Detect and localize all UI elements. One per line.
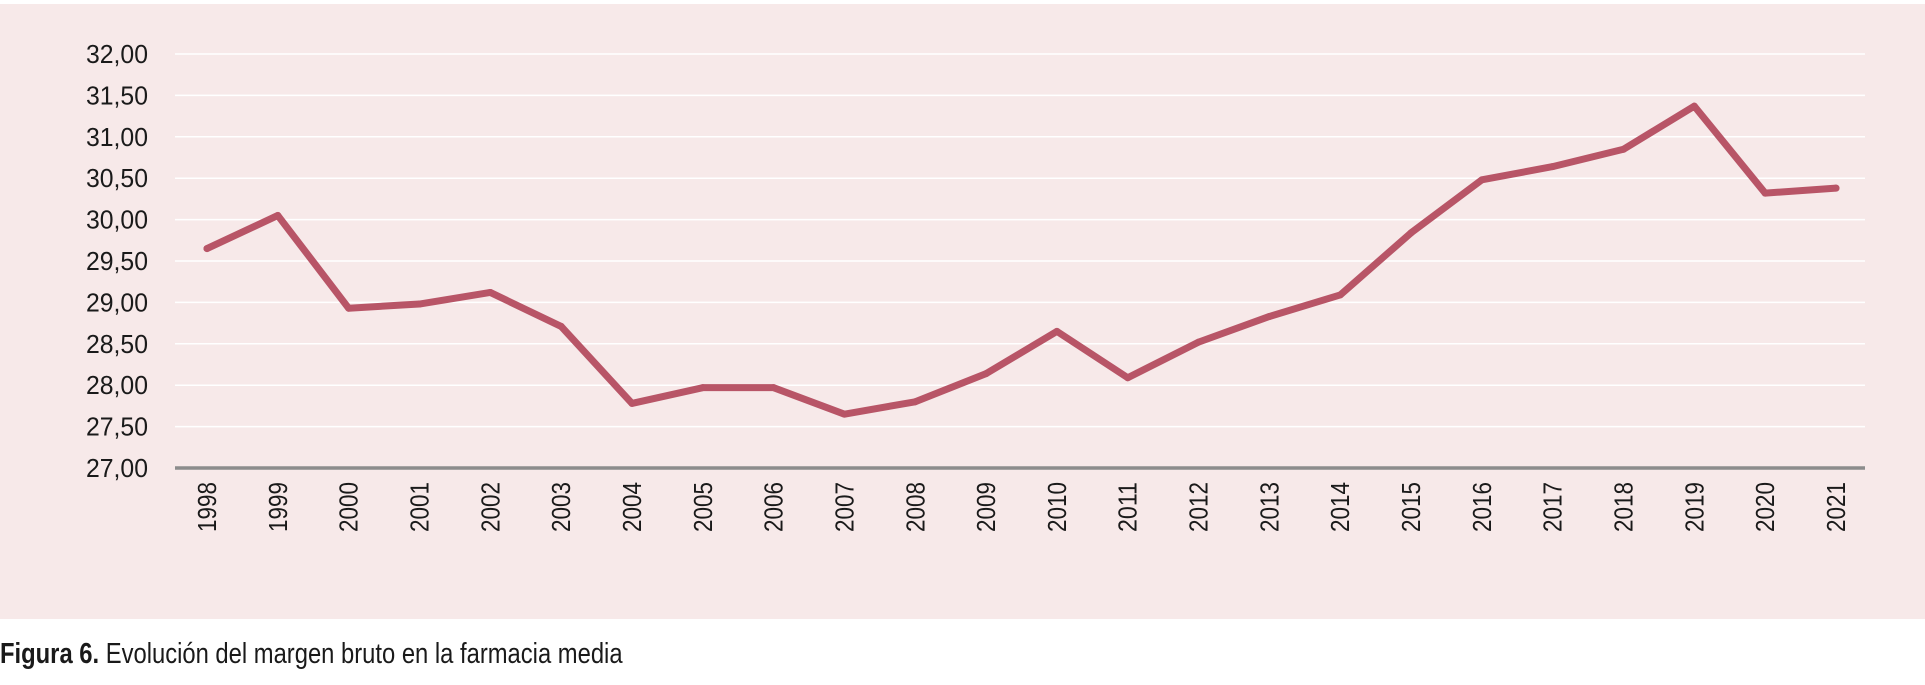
chart-panel: 27,00 27,50 28,00 28,50 29,00 29,50 30,00 30,50…: [0, 4, 1925, 619]
x-tick-labels: 1998 1999 2000 2001 2002 2003 2004 2005 2006 2007…: [192, 482, 1851, 532]
y-tick-labels: 27,00 27,50 28,00 28,50 29,00 29,50 30,00 30,50…: [86, 39, 148, 483]
y-tick-label: 27,00: [86, 453, 148, 483]
x-tick-label: 1998: [192, 482, 222, 532]
x-tick-label: 2020: [1750, 482, 1780, 532]
x-tick-label: 1999: [263, 482, 293, 532]
y-tick-label: 30,50: [86, 163, 148, 193]
data-point: [628, 399, 636, 407]
data-point: [274, 211, 282, 219]
data-point: [1549, 163, 1557, 171]
x-tick-label: 2002: [475, 482, 505, 532]
data-point: [557, 322, 565, 330]
series-layer: [203, 102, 1840, 418]
y-tick-label: 29,50: [86, 246, 148, 276]
data-point: [840, 410, 848, 418]
y-tick-label: 29,00: [86, 287, 148, 317]
data-point: [1265, 312, 1273, 320]
x-tick-label: 2016: [1467, 482, 1497, 532]
x-tick-label: 2012: [1184, 482, 1214, 532]
data-point: [1620, 145, 1628, 153]
figure-caption: Figura 6. Evolución del margen bruto en …: [0, 638, 623, 671]
x-tick-label: 2017: [1538, 482, 1568, 532]
x-tick-label: 2001: [404, 482, 434, 532]
data-point: [1832, 184, 1840, 192]
x-tick-label: 2019: [1679, 482, 1709, 532]
x-tick-label: 2021: [1821, 482, 1851, 532]
data-point: [1195, 338, 1203, 346]
caption-text: Evolución del margen bruto en la farmaci…: [105, 638, 623, 670]
x-tick-label: 2004: [617, 482, 647, 532]
x-tick-label: 2000: [334, 482, 364, 532]
data-point: [911, 398, 919, 406]
x-tick-label: 2008: [900, 482, 930, 532]
y-tick-label: 32,00: [86, 39, 148, 69]
y-tick-label: 31,00: [86, 122, 148, 152]
data-point: [415, 300, 423, 308]
data-point: [1053, 327, 1061, 335]
x-tick-label: 2005: [688, 482, 718, 532]
x-tick-label: 2007: [829, 482, 859, 532]
line-chart: 27,00 27,50 28,00 28,50 29,00 29,50 30,00 30,50…: [86, 39, 1865, 532]
data-point: [1407, 229, 1415, 237]
x-tick-label: 2014: [1325, 482, 1355, 532]
data-point: [1336, 291, 1344, 299]
x-tick-label: 2018: [1609, 482, 1639, 532]
series-line: [203, 102, 1840, 418]
x-tick-label: 2009: [971, 482, 1001, 532]
data-point: [982, 370, 990, 378]
x-tick-label: 2015: [1396, 482, 1426, 532]
data-point: [1124, 374, 1132, 382]
y-tick-label: 30,00: [86, 205, 148, 235]
y-tick-label: 28,50: [86, 329, 148, 359]
data-point: [486, 288, 494, 296]
x-tick-label: 2003: [546, 482, 576, 532]
data-point: [1690, 102, 1698, 110]
y-tick-label: 28,00: [86, 370, 148, 400]
data-point: [203, 245, 211, 253]
y-tick-label: 27,50: [86, 412, 148, 442]
data-point: [1478, 176, 1486, 184]
data-point: [345, 304, 353, 312]
y-tick-label: 31,50: [86, 80, 148, 110]
x-tick-label: 2011: [1113, 482, 1143, 532]
data-point: [1761, 189, 1769, 197]
gridlines: [175, 53, 1865, 428]
x-tick-label: 2010: [1042, 482, 1072, 532]
data-point: [699, 384, 707, 392]
caption-prefix: Figura 6.: [0, 638, 100, 670]
x-tick-label: 2006: [759, 482, 789, 532]
x-tick-label: 2013: [1254, 482, 1284, 532]
data-point: [770, 384, 778, 392]
